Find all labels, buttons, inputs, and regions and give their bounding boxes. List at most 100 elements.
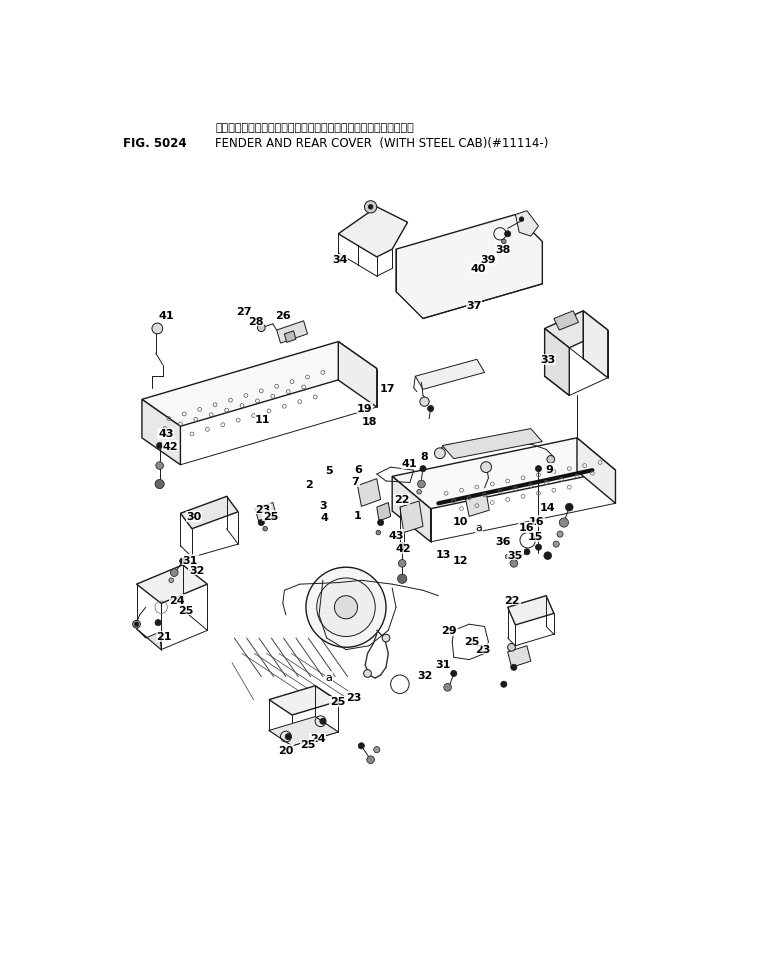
Polygon shape	[338, 342, 376, 407]
Circle shape	[398, 560, 406, 568]
Polygon shape	[142, 342, 376, 427]
Circle shape	[369, 206, 373, 209]
Circle shape	[505, 554, 510, 559]
Text: 43: 43	[388, 530, 404, 540]
Polygon shape	[396, 215, 542, 319]
Text: 24: 24	[310, 733, 326, 744]
Text: 27: 27	[236, 307, 251, 316]
Circle shape	[444, 684, 451, 692]
Text: 9: 9	[545, 464, 553, 474]
Text: 28: 28	[248, 316, 264, 327]
Polygon shape	[376, 503, 390, 522]
Text: 43: 43	[158, 429, 173, 439]
Text: 22: 22	[505, 595, 520, 604]
Circle shape	[451, 671, 457, 677]
Circle shape	[547, 456, 555, 464]
Circle shape	[508, 644, 515, 652]
Circle shape	[481, 462, 491, 473]
Polygon shape	[515, 211, 538, 236]
Text: 33: 33	[540, 355, 555, 365]
Polygon shape	[392, 477, 430, 542]
Circle shape	[417, 490, 422, 495]
Text: 39: 39	[480, 255, 496, 265]
Text: 6: 6	[355, 465, 362, 475]
Circle shape	[317, 579, 375, 637]
Circle shape	[536, 545, 541, 551]
Circle shape	[559, 518, 569, 528]
Text: 4: 4	[320, 512, 328, 523]
Text: 25: 25	[178, 604, 194, 615]
Text: 38: 38	[495, 245, 511, 255]
Text: 31: 31	[435, 659, 451, 670]
Circle shape	[434, 449, 445, 459]
Text: 15: 15	[528, 531, 543, 542]
Circle shape	[420, 466, 426, 472]
Text: 8: 8	[421, 451, 429, 461]
Circle shape	[285, 734, 291, 740]
Circle shape	[420, 398, 429, 407]
Circle shape	[544, 553, 551, 560]
Circle shape	[170, 569, 178, 577]
Circle shape	[428, 407, 433, 412]
Text: 25: 25	[465, 636, 480, 647]
Text: 12: 12	[452, 554, 468, 565]
Text: 37: 37	[466, 301, 481, 311]
Text: 29: 29	[441, 626, 457, 635]
Polygon shape	[508, 646, 531, 668]
Polygon shape	[255, 503, 276, 523]
Polygon shape	[284, 332, 296, 343]
Circle shape	[519, 217, 524, 222]
Polygon shape	[338, 208, 408, 258]
Text: フェンダ　および　リヤー　カバー　（ステール　キャブ　つき）: フェンダ および リヤー カバー （ステール キャブ つき）	[215, 123, 414, 133]
Polygon shape	[544, 330, 569, 396]
Circle shape	[155, 620, 161, 626]
Circle shape	[511, 664, 517, 671]
Circle shape	[377, 520, 383, 526]
Polygon shape	[508, 596, 554, 626]
Text: 17: 17	[380, 383, 395, 393]
Circle shape	[365, 202, 376, 213]
Circle shape	[180, 558, 186, 564]
Polygon shape	[269, 717, 338, 746]
Text: 18: 18	[362, 416, 377, 427]
Circle shape	[536, 466, 541, 472]
Text: 3: 3	[319, 501, 326, 510]
Text: a: a	[476, 523, 483, 532]
Polygon shape	[442, 430, 542, 459]
Polygon shape	[137, 565, 208, 604]
Polygon shape	[577, 438, 615, 504]
Text: 40: 40	[471, 264, 486, 274]
Circle shape	[501, 240, 506, 244]
Polygon shape	[392, 438, 615, 509]
Text: 24: 24	[169, 595, 185, 604]
Circle shape	[152, 324, 162, 334]
Circle shape	[373, 747, 380, 753]
Circle shape	[263, 527, 267, 531]
Text: 1: 1	[354, 510, 362, 520]
Text: 25: 25	[301, 740, 316, 750]
Text: 23: 23	[346, 692, 362, 702]
Text: 21: 21	[156, 631, 172, 642]
Polygon shape	[583, 311, 608, 379]
Circle shape	[382, 634, 390, 642]
Circle shape	[553, 541, 559, 548]
Circle shape	[510, 560, 518, 568]
Text: 14: 14	[540, 503, 555, 512]
Circle shape	[133, 621, 141, 628]
Text: 13: 13	[436, 550, 451, 559]
Text: 20: 20	[278, 745, 294, 755]
Text: 25: 25	[263, 511, 278, 521]
Circle shape	[155, 462, 163, 470]
Text: 25: 25	[330, 697, 345, 706]
Circle shape	[565, 504, 573, 511]
Text: 10: 10	[452, 516, 468, 527]
Circle shape	[358, 743, 365, 750]
Polygon shape	[554, 311, 579, 331]
Polygon shape	[269, 686, 338, 715]
Text: 34: 34	[332, 255, 348, 265]
Text: 23: 23	[255, 505, 270, 514]
Text: 19: 19	[357, 404, 373, 413]
Circle shape	[501, 681, 507, 688]
Text: FENDER AND REAR COVER  (WITH STEEL CAB)(#11114-): FENDER AND REAR COVER (WITH STEEL CAB)(#…	[215, 136, 548, 150]
Circle shape	[155, 480, 164, 489]
